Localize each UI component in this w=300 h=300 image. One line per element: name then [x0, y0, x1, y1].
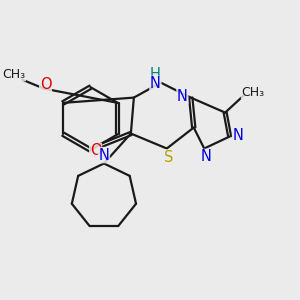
Text: N: N	[98, 148, 110, 163]
Text: CH₃: CH₃	[242, 86, 265, 99]
Text: N: N	[150, 76, 161, 91]
Text: N: N	[177, 88, 188, 104]
Text: CH₃: CH₃	[2, 68, 26, 81]
Text: O: O	[40, 76, 51, 92]
Text: N: N	[200, 149, 211, 164]
Text: S: S	[164, 150, 173, 165]
Text: N: N	[232, 128, 244, 142]
Text: O: O	[90, 143, 101, 158]
Text: H: H	[150, 67, 161, 82]
